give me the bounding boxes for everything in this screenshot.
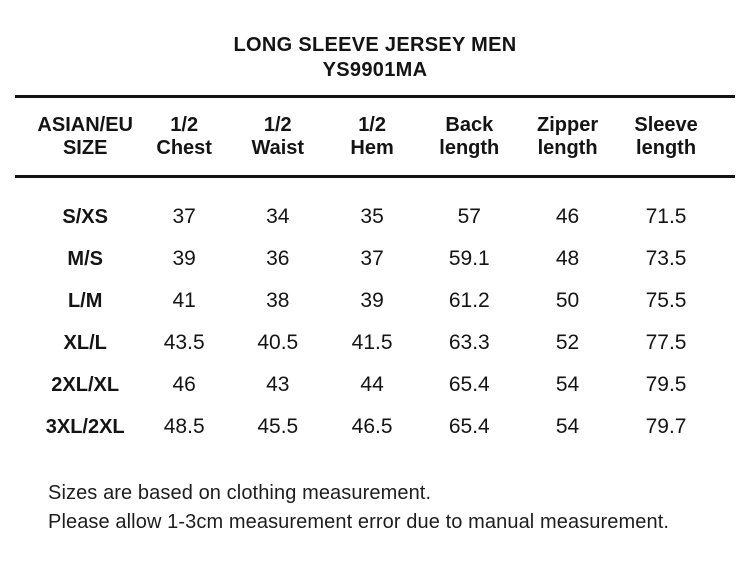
table-row: 2XL/XL 46 43 44 65.4 54 79.5 bbox=[15, 364, 735, 406]
measurement-value: 48 bbox=[555, 247, 580, 270]
measurement-value: 39 bbox=[360, 289, 384, 312]
column-header-line1: 1/2 bbox=[358, 113, 386, 136]
column-header-length: Sleeve length bbox=[616, 114, 735, 160]
product-model-code: YS9901MA bbox=[322, 59, 428, 81]
column-header-line1: Back bbox=[445, 113, 494, 136]
measurement-value: 73.5 bbox=[645, 247, 687, 270]
column-header-line1: Sleeve bbox=[634, 113, 698, 136]
column-header-line2: length bbox=[636, 136, 697, 159]
measurement-value: 41.5 bbox=[351, 331, 393, 354]
measurement-value: 40.5 bbox=[257, 331, 299, 354]
measurement-value: 50 bbox=[555, 289, 580, 312]
size-label: S/XS bbox=[62, 205, 108, 228]
measurement-value: 43.5 bbox=[163, 331, 205, 354]
measurement-value: 45.5 bbox=[257, 415, 299, 438]
measurement-value: 44 bbox=[360, 373, 384, 396]
size-label: XL/L bbox=[63, 331, 107, 354]
measurement-value: 36 bbox=[266, 247, 290, 270]
measurement-value: 38 bbox=[266, 289, 290, 312]
measurement-value: 48.5 bbox=[163, 415, 205, 438]
table-row: 3XL/2XL 48.5 45.5 46.5 65.4 54 79.7 bbox=[15, 406, 735, 448]
measurement-value: 63.3 bbox=[448, 331, 490, 354]
measurement-value: 34 bbox=[266, 205, 290, 228]
measurement-value: 75.5 bbox=[645, 289, 687, 312]
measurement-value: 46 bbox=[172, 373, 196, 396]
column-header-line2: SIZE bbox=[62, 136, 108, 159]
note-measurement-error: Please allow 1-3cm measurement error due… bbox=[48, 511, 670, 533]
column-header-line2: length bbox=[537, 136, 598, 159]
measurement-value: 43 bbox=[266, 373, 290, 396]
measurement-value: 41 bbox=[172, 289, 196, 312]
column-header-length: Zipper length bbox=[519, 114, 616, 160]
size-table: ASIAN/EU SIZE 1/2 Chest 1/2 Waist 1/2 Hem Back le… bbox=[15, 95, 735, 448]
product-title: LONG SLEEVE JERSEY MEN bbox=[233, 34, 517, 56]
column-header-waist: 1/2 Waist bbox=[231, 114, 325, 160]
size-table-header-row: ASIAN/EU SIZE 1/2 Chest 1/2 Waist 1/2 Hem Back le… bbox=[15, 95, 735, 178]
measurement-notes: Sizes are based on clothing measurement.… bbox=[48, 479, 669, 537]
size-table-body: S/XS 37 34 35 57 46 71.5 M/S 39 36 37 59.1 48 73.5 L/M… bbox=[15, 178, 735, 448]
size-label: M/S bbox=[67, 247, 103, 270]
note-measurement-basis: Sizes are based on clothing measurement. bbox=[48, 482, 432, 504]
column-header-line2: length bbox=[439, 136, 500, 159]
table-row: L/M 41 38 39 61.2 50 75.5 bbox=[15, 280, 735, 322]
measurement-value: 35 bbox=[360, 205, 384, 228]
size-label: 3XL/2XL bbox=[45, 415, 125, 438]
measurement-value: 46 bbox=[555, 205, 580, 228]
column-header-line2: Chest bbox=[156, 136, 212, 159]
size-label: 2XL/XL bbox=[51, 373, 120, 396]
measurement-value: 59.1 bbox=[448, 247, 490, 270]
measurement-value: 46.5 bbox=[351, 415, 393, 438]
size-label: L/M bbox=[67, 289, 103, 312]
measurement-value: 79.7 bbox=[645, 415, 687, 438]
measurement-value: 37 bbox=[172, 205, 196, 228]
measurement-value: 77.5 bbox=[645, 331, 687, 354]
measurement-value: 54 bbox=[555, 373, 580, 396]
measurement-value: 65.4 bbox=[448, 373, 490, 396]
column-header-length: Back length bbox=[420, 114, 519, 160]
measurement-value: 37 bbox=[360, 247, 384, 270]
column-header-size: ASIAN/EU SIZE bbox=[15, 114, 137, 160]
measurement-value: 52 bbox=[555, 331, 580, 354]
measurement-value: 57 bbox=[457, 205, 481, 228]
column-header-chest: 1/2 Chest bbox=[137, 114, 231, 160]
column-header-line2: Hem bbox=[350, 136, 394, 159]
column-header-line2: Waist bbox=[251, 136, 305, 159]
table-row: S/XS 37 34 35 57 46 71.5 bbox=[15, 196, 735, 238]
column-header-line1: 1/2 bbox=[170, 113, 199, 136]
measurement-value: 71.5 bbox=[645, 205, 687, 228]
product-title-block: LONG SLEEVE JERSEY MEN YS9901MA bbox=[0, 33, 750, 83]
measurement-value: 79.5 bbox=[645, 373, 687, 396]
measurement-value: 65.4 bbox=[448, 415, 490, 438]
table-row: M/S 39 36 37 59.1 48 73.5 bbox=[15, 238, 735, 280]
measurement-value: 54 bbox=[555, 415, 580, 438]
column-header-hem: 1/2 Hem bbox=[325, 114, 420, 160]
column-header-line1: 1/2 bbox=[263, 113, 292, 136]
column-header-line1: ASIAN/EU bbox=[37, 113, 133, 136]
column-header-line1: Zipper bbox=[537, 113, 599, 136]
measurement-value: 61.2 bbox=[448, 289, 490, 312]
measurement-value: 39 bbox=[172, 247, 196, 270]
table-row: XL/L 43.5 40.5 41.5 63.3 52 77.5 bbox=[15, 322, 735, 364]
